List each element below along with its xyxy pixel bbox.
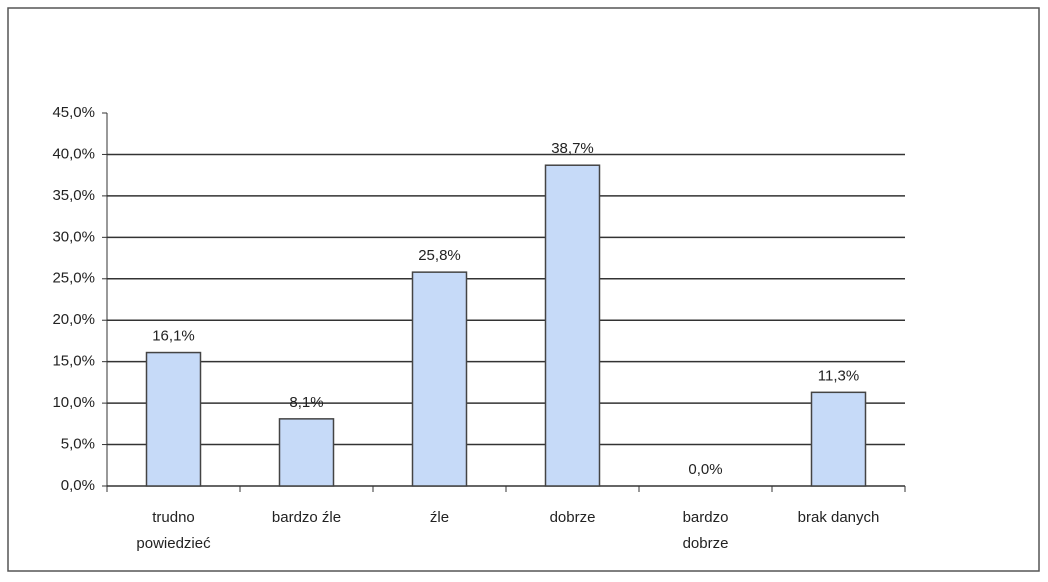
bar [145,351,202,487]
y-tick-label: 35,0% [52,187,95,204]
data-label: 16,1% [152,328,195,345]
x-tick-label: źle [430,509,449,526]
y-tick-label: 0,0% [61,477,95,494]
data-label: 25,8% [418,247,461,264]
data-label: 0,0% [688,461,722,478]
bar [278,418,335,487]
bar [810,391,867,487]
y-tick-label: 15,0% [52,353,95,370]
x-tick-label: dobrze [550,509,596,526]
y-tick-label: 25,0% [52,270,95,287]
x-tick-label: trudno [152,509,195,526]
y-tick-label: 20,0% [52,311,95,328]
y-tick-label: 40,0% [52,145,95,162]
x-tick-label: bardzo [683,509,729,526]
y-tick-label: 5,0% [61,436,95,453]
x-tick-label: dobrze [683,535,729,552]
data-label: 11,3% [818,367,859,384]
y-tick-label: 30,0% [52,228,95,245]
data-label: 38,7% [551,140,594,157]
x-tick-label: bardzo źle [272,509,341,526]
y-tick-label: 45,0% [52,104,95,121]
bar [544,164,601,487]
data-label: 8,1% [289,394,323,411]
x-tick-label: powiedzieć [136,535,211,552]
x-tick-label: brak danych [798,509,880,526]
y-tick-label: 10,0% [52,394,95,411]
bar [411,271,468,487]
